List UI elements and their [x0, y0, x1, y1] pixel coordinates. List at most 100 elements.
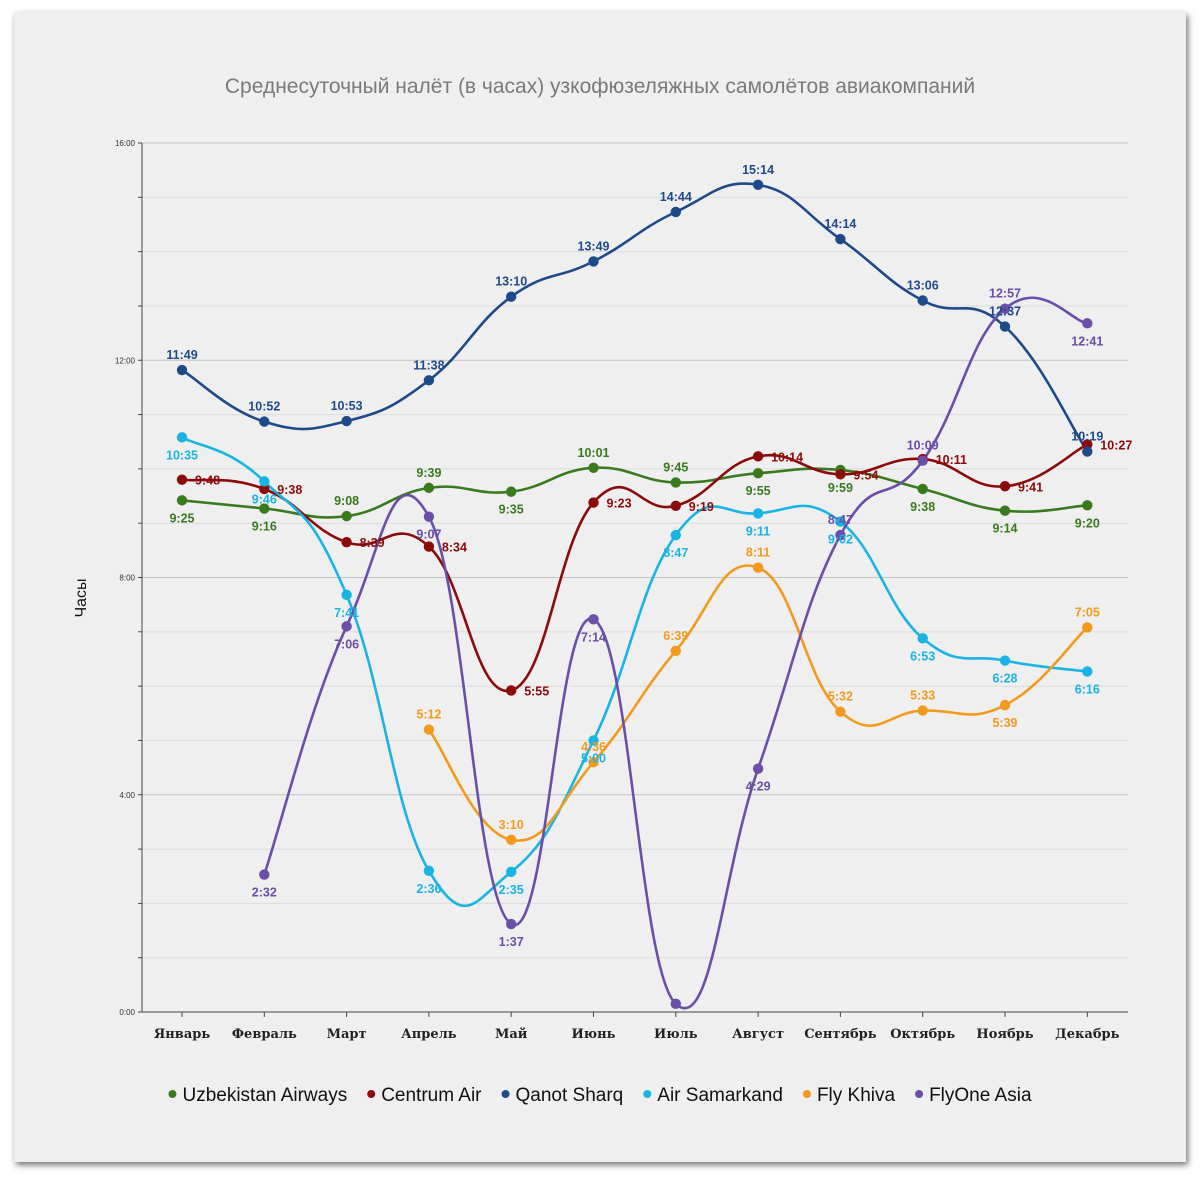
data-label-uzbekistan-airways: 9:25 [169, 511, 194, 525]
data-point-qanot-sharq[interactable] [1082, 446, 1093, 457]
data-point-centrum-air[interactable] [341, 536, 352, 548]
legend-marker-flyone-asia[interactable] [915, 1090, 924, 1098]
data-point-centrum-air[interactable] [752, 451, 764, 462]
data-point-flyone-asia[interactable] [506, 918, 517, 930]
data-label-qanot-sharq: 13:10 [495, 275, 527, 289]
data-label-flyone-asia: 10:09 [907, 439, 939, 453]
data-point-uzbekistan-airways[interactable] [670, 477, 681, 488]
legend-marker-centrum-air[interactable] [367, 1090, 376, 1098]
data-point-uzbekistan-airways[interactable] [259, 503, 270, 514]
legend-label: Air Samarkand [657, 1085, 783, 1106]
legend-label: Centrum Air [381, 1085, 482, 1106]
y-axis-label: Часы [73, 578, 90, 617]
data-label-uzbekistan-airways: 9:16 [252, 520, 277, 534]
data-point-uzbekistan-airways[interactable] [1082, 500, 1093, 511]
data-label-air-samarkand: 8:47 [663, 546, 688, 560]
data-label-qanot-sharq: 15:14 [742, 163, 774, 177]
data-point-qanot-sharq[interactable] [259, 416, 270, 427]
data-label-centrum-air: 10:14 [771, 450, 803, 464]
data-point-uzbekistan-airways[interactable] [752, 468, 764, 479]
data-point-air-samarkand[interactable] [423, 865, 435, 876]
data-label-qanot-sharq: 10:53 [331, 399, 363, 413]
data-label-uzbekistan-airways: 10:01 [578, 446, 610, 460]
data-point-centrum-air[interactable] [670, 500, 681, 512]
data-point-flyone-asia[interactable] [588, 614, 599, 625]
data-label-uzbekistan-airways: 9:39 [416, 466, 441, 480]
data-point-air-samarkand[interactable] [917, 633, 928, 644]
y-tick-label: 16:00 [115, 139, 136, 148]
data-point-uzbekistan-airways[interactable] [999, 505, 1011, 516]
data-label-centrum-air: 9:19 [689, 500, 714, 514]
data-point-qanot-sharq[interactable] [341, 415, 352, 427]
data-point-centrum-air[interactable] [588, 497, 599, 508]
data-point-centrum-air[interactable] [423, 541, 435, 552]
data-point-centrum-air[interactable] [835, 469, 846, 480]
data-label-fly-khiva: 3:10 [499, 818, 524, 832]
data-point-air-samarkand[interactable] [176, 432, 188, 443]
data-point-fly-khiva[interactable] [1082, 622, 1093, 633]
data-point-qanot-sharq[interactable] [999, 321, 1011, 332]
data-point-uzbekistan-airways[interactable] [506, 486, 517, 497]
legend-marker-qanot-sharq[interactable] [501, 1090, 510, 1098]
data-point-uzbekistan-airways[interactable] [341, 510, 352, 522]
data-point-qanot-sharq[interactable] [835, 233, 846, 245]
data-point-fly-khiva[interactable] [423, 724, 435, 735]
data-point-uzbekistan-airways[interactable] [588, 462, 599, 473]
data-point-uzbekistan-airways[interactable] [176, 495, 188, 506]
data-label-fly-khiva: 5:32 [828, 690, 853, 704]
data-point-flyone-asia[interactable] [999, 303, 1011, 314]
series-line-qanot-sharq [180, 182, 1089, 453]
data-point-air-samarkand[interactable] [752, 508, 764, 519]
axes: Январь Февраль Март Апрель Май Июнь Июль Август… [138, 142, 1128, 1042]
data-point-centrum-air[interactable] [259, 483, 270, 495]
data-point-fly-khiva[interactable] [506, 834, 517, 846]
data-labels: 9:25 9:16 9:08 9:39 9:35 10:01 9:45 9:55 9:59 9:3… [166, 163, 1132, 949]
data-point-air-samarkand[interactable] [1082, 666, 1093, 677]
data-point-fly-khiva[interactable] [588, 756, 599, 768]
data-point-fly-khiva[interactable] [999, 699, 1011, 711]
data-label-centrum-air: 9:38 [277, 483, 302, 497]
data-point-qanot-sharq[interactable] [917, 295, 928, 306]
data-point-air-samarkand[interactable] [341, 589, 352, 601]
legend[interactable]: Uzbekistan Airways Centrum Air Qanot Sharq… [168, 1085, 1032, 1106]
legend-marker-air-samarkand[interactable] [643, 1090, 652, 1098]
data-point-air-samarkand[interactable] [670, 529, 681, 541]
data-point-centrum-air[interactable] [506, 685, 517, 696]
data-label-air-samarkand: 9:11 [746, 524, 770, 538]
legend-marker-fly-khiva[interactable] [802, 1090, 811, 1098]
data-point-qanot-sharq[interactable] [506, 291, 517, 302]
data-point-fly-khiva[interactable] [670, 645, 681, 657]
data-point-centrum-air[interactable] [176, 474, 188, 485]
data-point-qanot-sharq[interactable] [752, 179, 764, 191]
data-point-flyone-asia[interactable] [917, 455, 928, 466]
data-point-qanot-sharq[interactable] [176, 364, 188, 376]
data-point-qanot-sharq[interactable] [423, 375, 435, 386]
data-point-uzbekistan-airways[interactable] [423, 482, 435, 494]
data-point-flyone-asia[interactable] [1082, 318, 1093, 329]
data-point-flyone-asia[interactable] [752, 763, 764, 774]
data-point-qanot-sharq[interactable] [588, 256, 599, 267]
data-label-centrum-air: 9:41 [1018, 480, 1043, 494]
data-point-flyone-asia[interactable] [341, 621, 352, 632]
data-point-uzbekistan-airways[interactable] [917, 483, 928, 495]
x-tick-label: Сентябрь [804, 1027, 877, 1042]
data-point-flyone-asia[interactable] [423, 511, 435, 522]
data-point-air-samarkand[interactable] [506, 866, 517, 878]
data-point-air-samarkand[interactable] [999, 655, 1011, 666]
data-point-flyone-asia[interactable] [670, 998, 681, 1010]
data-point-flyone-asia[interactable] [259, 869, 270, 880]
data-point-flyone-asia[interactable] [835, 529, 846, 541]
data-point-fly-khiva[interactable] [917, 705, 928, 716]
data-point-fly-khiva[interactable] [752, 562, 764, 573]
data-point-air-samarkand[interactable] [259, 476, 270, 487]
data-label-centrum-air: 5:55 [524, 684, 549, 698]
data-label-air-samarkand: 6:28 [992, 672, 1017, 686]
data-point-air-samarkand[interactable] [588, 735, 599, 746]
data-point-air-samarkand[interactable] [835, 516, 846, 527]
legend-label: Uzbekistan Airways [182, 1085, 347, 1106]
data-point-qanot-sharq[interactable] [670, 206, 681, 218]
data-point-centrum-air[interactable] [999, 481, 1011, 492]
legend-marker-uzbekistan-airways[interactable] [168, 1090, 177, 1098]
x-tick-label: Май [495, 1027, 528, 1042]
data-point-fly-khiva[interactable] [835, 706, 846, 717]
